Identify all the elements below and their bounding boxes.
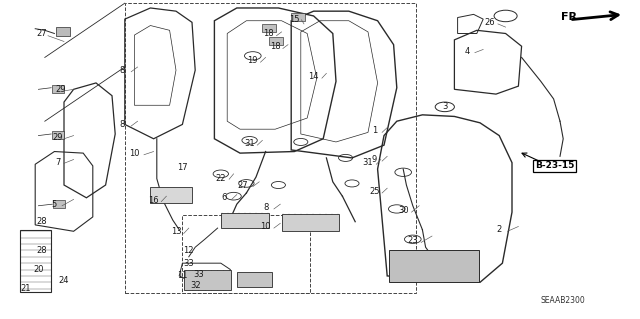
- Text: 21: 21: [20, 284, 31, 293]
- Text: 33: 33: [184, 259, 194, 268]
- Text: 8: 8: [263, 203, 268, 212]
- Text: 18: 18: [270, 42, 280, 51]
- Text: B-23-15: B-23-15: [535, 161, 575, 170]
- Text: 16: 16: [148, 197, 159, 205]
- Bar: [182, 215, 310, 293]
- Text: 31: 31: [363, 158, 373, 167]
- Text: 23: 23: [408, 236, 418, 245]
- Bar: [389, 250, 479, 282]
- Text: 20: 20: [33, 265, 44, 274]
- Text: 25: 25: [369, 187, 380, 196]
- Text: 32: 32: [190, 281, 200, 290]
- Bar: [237, 272, 272, 287]
- Text: 14: 14: [308, 72, 319, 81]
- Text: 10: 10: [260, 222, 271, 231]
- Text: 33: 33: [193, 270, 204, 279]
- Bar: [125, 3, 416, 293]
- Text: 26: 26: [484, 18, 495, 27]
- Bar: [221, 213, 269, 228]
- Text: 22: 22: [216, 174, 226, 183]
- Bar: [52, 85, 64, 93]
- Bar: [184, 270, 231, 290]
- Text: 4: 4: [465, 47, 470, 56]
- Bar: [20, 230, 51, 292]
- Text: 10: 10: [129, 149, 140, 158]
- Bar: [150, 187, 192, 203]
- Text: 17: 17: [177, 163, 188, 172]
- Text: 3: 3: [442, 102, 447, 111]
- Text: 9: 9: [372, 155, 377, 164]
- Bar: [262, 24, 276, 32]
- Text: 31: 31: [244, 139, 255, 148]
- Text: SEAAB2300: SEAAB2300: [541, 296, 586, 305]
- Text: 29: 29: [52, 133, 63, 142]
- Text: 28: 28: [36, 217, 47, 226]
- Text: 19: 19: [248, 56, 258, 65]
- Bar: [53, 200, 65, 208]
- Text: 15: 15: [289, 15, 300, 24]
- Bar: [269, 37, 283, 45]
- Text: 18: 18: [264, 29, 274, 38]
- Bar: [282, 214, 339, 231]
- Text: 11: 11: [177, 271, 188, 280]
- Text: 1: 1: [372, 126, 377, 135]
- Text: 29: 29: [56, 85, 66, 94]
- Bar: [52, 131, 64, 139]
- Bar: [56, 27, 70, 36]
- Text: 30: 30: [398, 206, 408, 215]
- Text: 27: 27: [238, 181, 248, 189]
- Text: 7: 7: [55, 158, 60, 167]
- Text: 2: 2: [497, 225, 502, 234]
- Text: 8: 8: [119, 66, 124, 75]
- Text: 24: 24: [59, 276, 69, 285]
- Bar: [291, 13, 305, 21]
- Text: 27: 27: [36, 29, 47, 38]
- Text: 8: 8: [119, 120, 124, 129]
- Text: 6: 6: [221, 193, 227, 202]
- Text: 12: 12: [184, 246, 194, 255]
- Text: 28: 28: [36, 246, 47, 255]
- Text: FR.: FR.: [561, 11, 582, 22]
- Text: 13: 13: [171, 227, 181, 236]
- Text: 5: 5: [52, 200, 57, 209]
